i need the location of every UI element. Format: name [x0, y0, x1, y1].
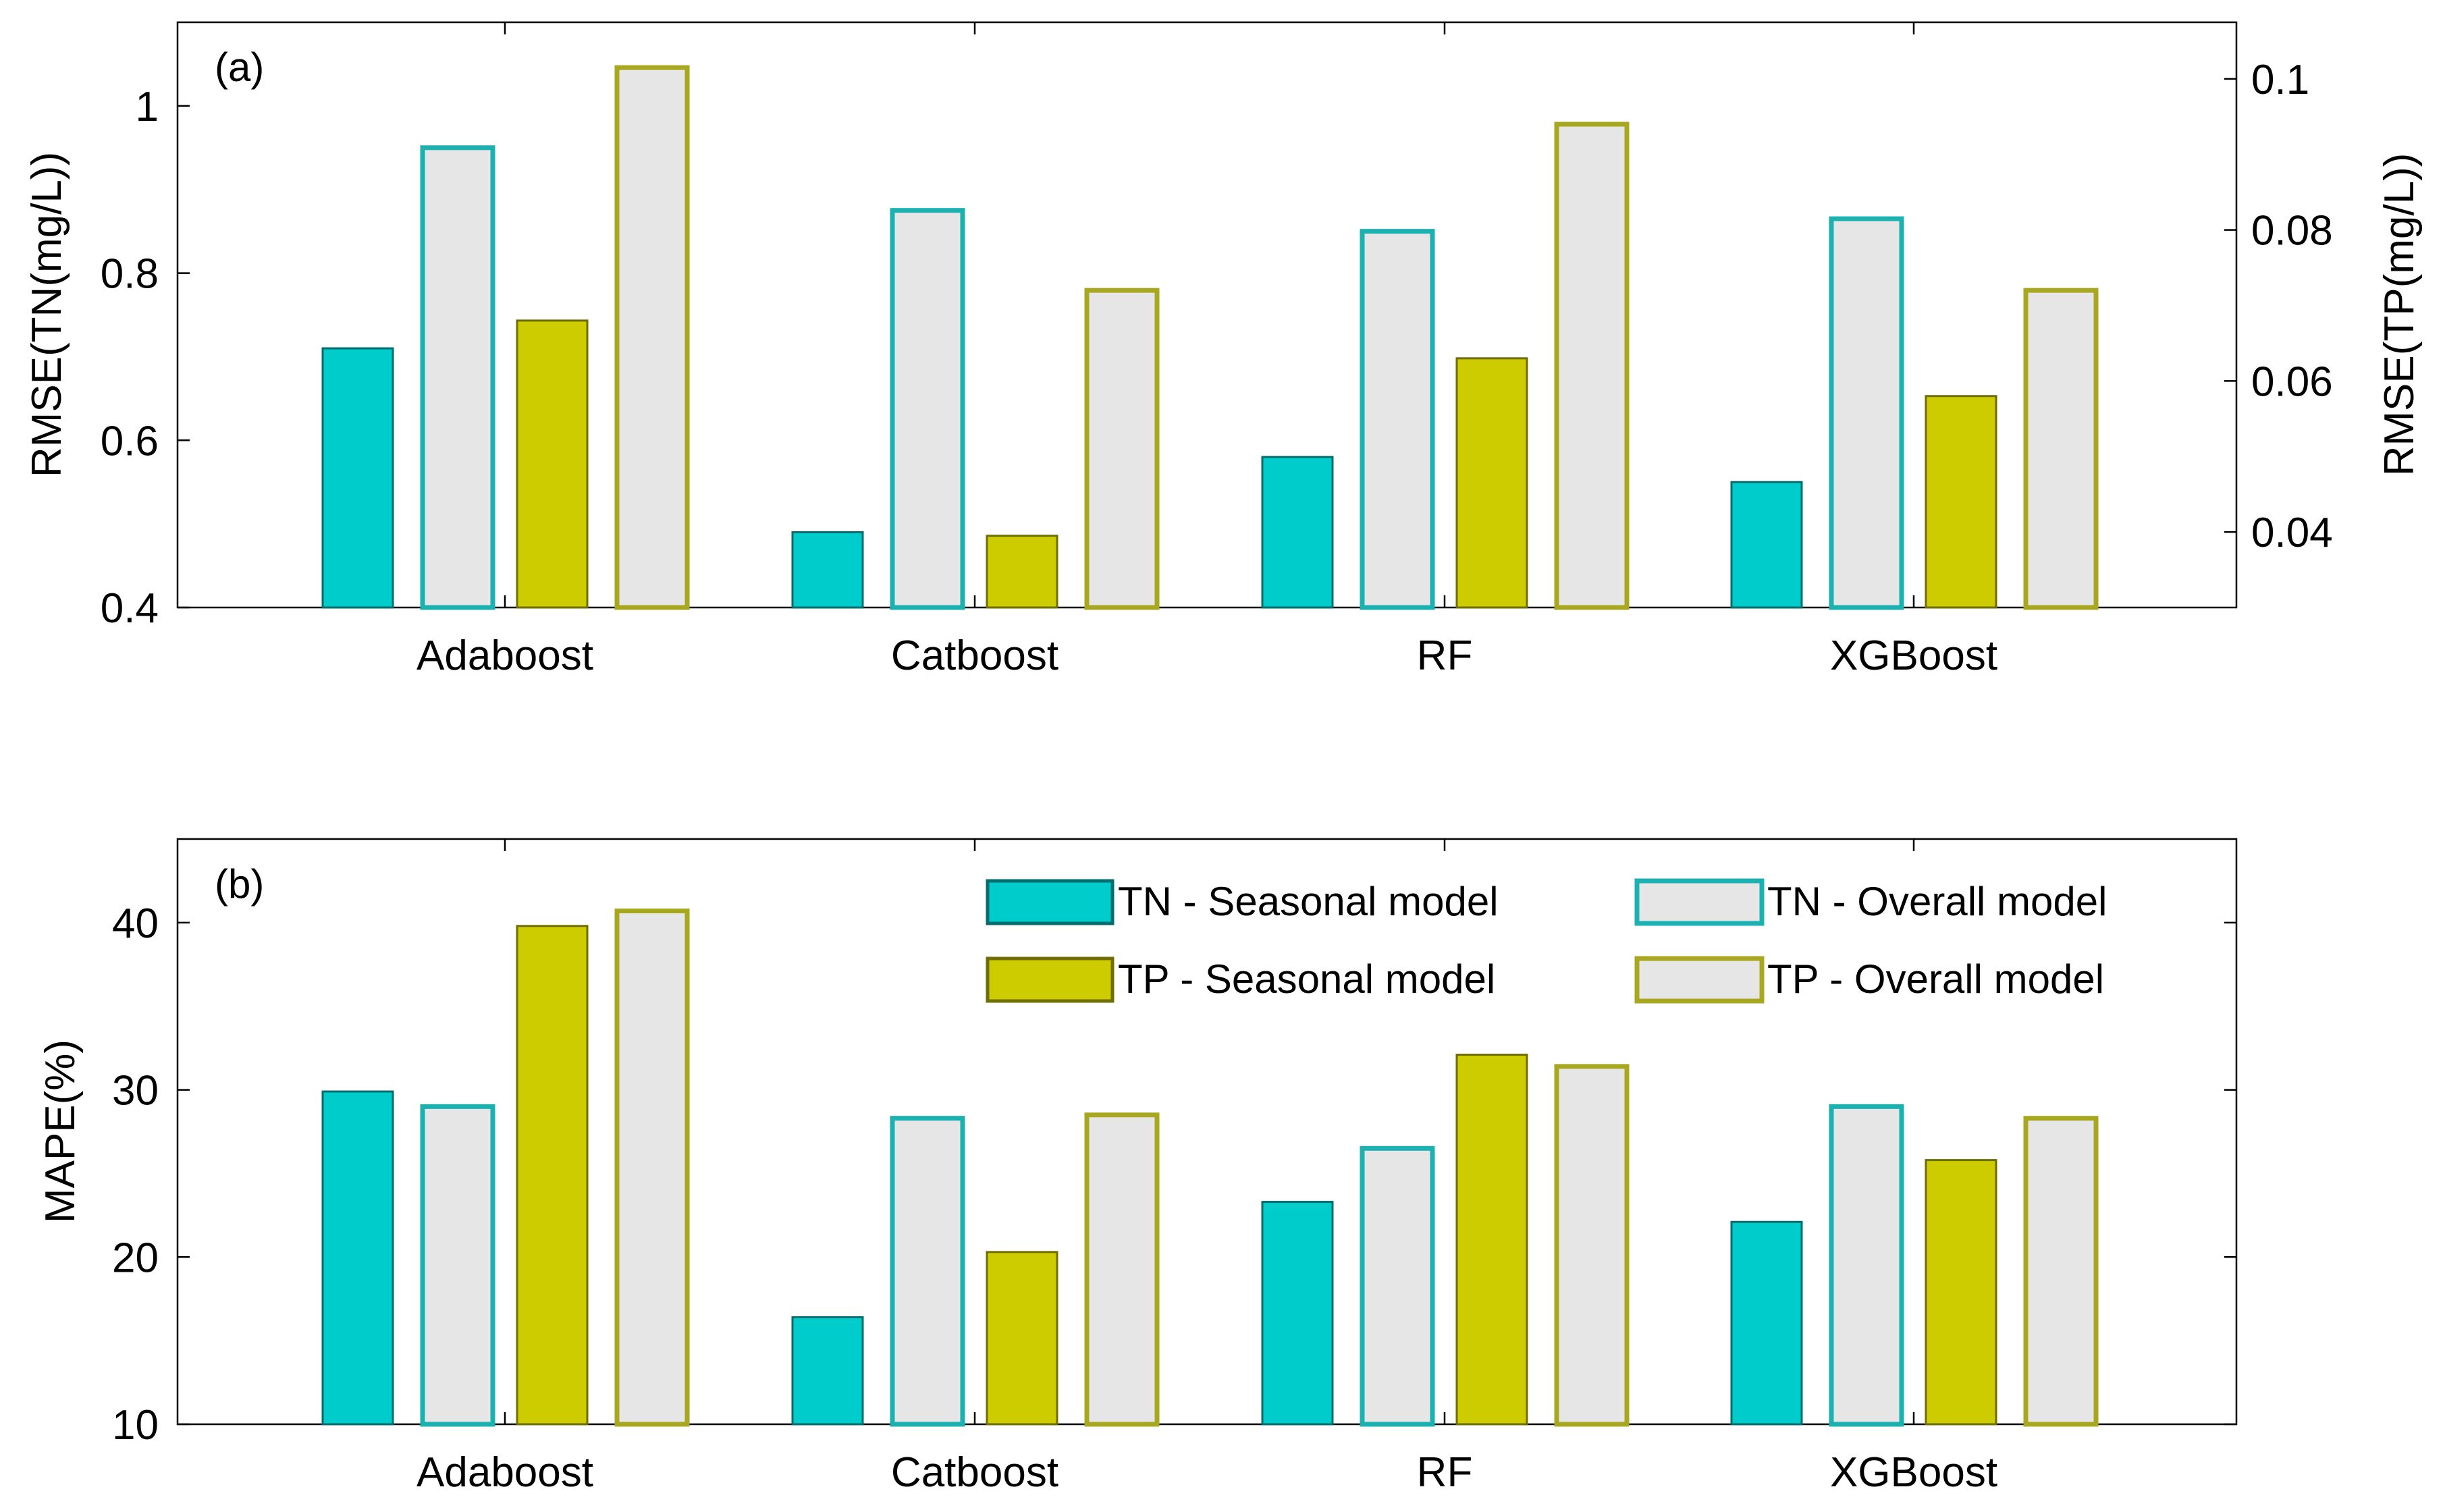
- panel-b-label: (b): [215, 861, 264, 907]
- panel-b-bar-tp-seasonal-rf: [1455, 1054, 1528, 1426]
- panel-a-bar-tn-overall-xgboost: [1829, 216, 1904, 610]
- panel-a-bar-tn-overall-catboost: [890, 208, 965, 610]
- x-tick-label-adaboost: Adaboost: [417, 632, 593, 679]
- panel-b-bar-tp-seasonal-catboost: [986, 1251, 1058, 1426]
- y2-tick-label: 0.08: [2251, 208, 2333, 254]
- x-tick-label-catboost: Catboost: [891, 632, 1058, 679]
- panel-a-y-axis-title: RMSE(TN(mg/L)): [24, 152, 70, 477]
- panel-b-bar-tp-overall-adaboost: [614, 909, 690, 1427]
- legend-label-tn-overall: TN - Overall model: [1767, 879, 2107, 924]
- y-tick-label: 30: [112, 1068, 159, 1114]
- panel-a-bars: [321, 65, 2099, 610]
- y-tick-label: 0.4: [101, 585, 159, 632]
- y-tick-label: 40: [112, 900, 159, 947]
- panel-a-bar-tn-seasonal-xgboost: [1730, 481, 1803, 609]
- panel-a-bar-tp-seasonal-catboost: [986, 535, 1058, 609]
- panel-b-bars: [321, 909, 2099, 1427]
- legend-swatch-tn-seasonal: [986, 879, 1114, 925]
- panel-a-bar-tp-seasonal-rf: [1455, 357, 1528, 609]
- y-tick-label: 20: [112, 1235, 159, 1281]
- legend-swatch-tp-overall: [1634, 956, 1765, 1004]
- x-tick-label-adaboost: Adaboost: [417, 1449, 593, 1496]
- legend-swatch-tp-seasonal: [986, 956, 1114, 1003]
- panel-a-bar-tn-overall-rf: [1360, 229, 1435, 610]
- panel-b-ticks: 10 20 30 40 Adaboost Catboost RF XGBoost: [112, 839, 2236, 1496]
- panel-a-bar-tp-overall-xgboost: [2023, 288, 2099, 610]
- panel-a-bar-tp-seasonal-adaboost: [516, 319, 589, 609]
- panel-a-ticks: 0.4 0.6 0.8 1 0.04 0.06 0.08 0.1 Adaboost Catboos…: [101, 22, 2333, 679]
- panel-b-bar-tn-overall-catboost: [890, 1116, 965, 1427]
- panel-a-rmse-chart: 0.4 0.6 0.8 1 0.04 0.06 0.08 0.1 Adaboost Catboos…: [24, 21, 2423, 679]
- panel-a-y2-axis-title: RMSE(TP(mg/L)): [2376, 153, 2423, 477]
- legend-swatch-tn-overall: [1634, 878, 1765, 926]
- y-tick-label: 1: [136, 84, 159, 130]
- y2-tick-label: 0.04: [2251, 510, 2333, 556]
- panel-b-bar-tn-overall-rf: [1360, 1145, 1435, 1427]
- panel-a-bar-tn-overall-adaboost: [420, 145, 495, 610]
- panel-b-mape-chart: 10 20 30 40 Adaboost Catboost RF XGBoost (b) MA…: [37, 838, 2238, 1496]
- y2-tick-label: 0.06: [2251, 358, 2333, 405]
- legend-label-tp-seasonal: TP - Seasonal model: [1118, 956, 1495, 1002]
- panel-b-y-axis-title: MAPE(%): [37, 1040, 84, 1223]
- y-tick-label: 0.8: [101, 251, 159, 298]
- panel-a-bar-tp-overall-rf: [1554, 122, 1630, 610]
- panel-a-bar-tn-seasonal-catboost: [791, 531, 864, 609]
- legend-label-tp-overall: TP - Overall model: [1767, 956, 2104, 1002]
- panel-b-bar-tn-seasonal-adaboost: [321, 1090, 394, 1426]
- panel-b-bar-tn-overall-adaboost: [420, 1104, 495, 1427]
- panel-b-bar-tn-seasonal-catboost: [791, 1316, 864, 1426]
- x-tick-label-xgboost: XGBoost: [1830, 1449, 1997, 1496]
- panel-a-bar-tn-seasonal-rf: [1261, 456, 1334, 609]
- panel-a-bar-tp-seasonal-xgboost: [1925, 395, 1997, 609]
- x-tick-label-rf: RF: [1417, 1449, 1473, 1496]
- x-tick-label-rf: RF: [1417, 632, 1473, 679]
- panel-b-bar-tn-seasonal-rf: [1261, 1201, 1334, 1426]
- panel-b-bar-tp-overall-rf: [1554, 1064, 1630, 1427]
- y2-tick-label: 0.1: [2251, 57, 2309, 103]
- panel-a-bar-tp-overall-adaboost: [614, 65, 690, 610]
- y-tick-label: 10: [112, 1402, 159, 1449]
- x-tick-label-catboost: Catboost: [891, 1449, 1058, 1496]
- panel-b-bar-tn-seasonal-xgboost: [1730, 1220, 1803, 1426]
- panel-a-bar-tn-seasonal-adaboost: [321, 347, 394, 609]
- panel-b-bar-tn-overall-xgboost: [1829, 1104, 1904, 1427]
- panel-b-bar-tp-overall-catboost: [1084, 1112, 1160, 1427]
- y-tick-label: 0.6: [101, 418, 159, 464]
- panel-b-bar-tp-seasonal-xgboost: [1925, 1159, 1997, 1426]
- panel-b-bar-tp-overall-xgboost: [2023, 1116, 2099, 1427]
- panel-a-label: (a): [215, 45, 264, 90]
- panel-b-bar-tp-seasonal-adaboost: [516, 925, 589, 1426]
- legend-label-tn-seasonal: TN - Seasonal model: [1118, 879, 1499, 924]
- panel-a-bar-tp-overall-catboost: [1084, 288, 1160, 610]
- legend: TN - Seasonal model TN - Overall model T…: [986, 878, 2107, 1004]
- x-tick-label-xgboost: XGBoost: [1830, 632, 1997, 679]
